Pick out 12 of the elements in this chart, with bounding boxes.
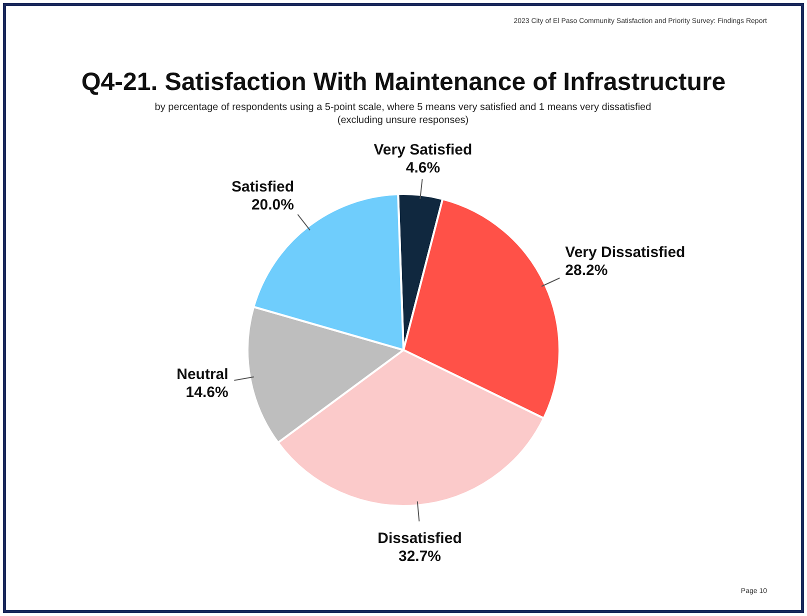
data-label: 20.0%: [251, 196, 294, 214]
chart-title: Q4-21. Satisfaction With Maintenance of Infrastructure: [80, 68, 727, 97]
data-label: 14.6%: [186, 384, 228, 402]
slice-label: Very Dissatisfied: [565, 244, 686, 262]
slice-label: Neutral: [176, 366, 228, 384]
slice-label: Dissatisfied: [378, 530, 462, 547]
slice-label: Very Satisfied: [374, 142, 472, 159]
data-label: 32.7%: [398, 548, 442, 565]
slice-label: Satisfied: [231, 178, 294, 196]
chart-subtitle: by percentage of respondents using a 5-point scale, where 5 means very satisfied and 1 means very dissatisfied (excluding unsure responses): [154, 101, 652, 127]
data-label: 4.6%: [406, 160, 440, 177]
data-label: 28.2%: [565, 262, 608, 280]
